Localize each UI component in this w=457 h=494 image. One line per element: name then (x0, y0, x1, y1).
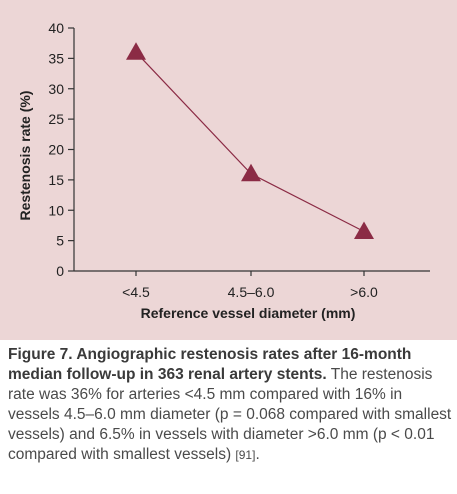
y-tick-label: 0 (56, 263, 64, 279)
y-tick-label: 20 (48, 142, 64, 158)
y-tick-labels: 0 5 10 15 20 25 30 35 40 (48, 20, 64, 279)
x-axis-label: Reference vessel diameter (mm) (141, 305, 356, 321)
caption-end: . (255, 446, 260, 463)
caption-label: Figure 7. Angiographic restenosis rates … (8, 346, 412, 383)
data-series (126, 42, 374, 240)
chart-panel (0, 0, 457, 340)
y-tick-label: 15 (48, 172, 64, 188)
x-tick-labels: <4.5 4.5–6.0 >6.0 (122, 284, 378, 300)
y-tick-label: 5 (56, 233, 64, 249)
chart-axes (68, 27, 430, 276)
caption-reference: [91] (235, 448, 256, 462)
caption-text: The restenosis rate was 36% for arteries… (8, 366, 452, 463)
data-point-triangle (354, 221, 374, 240)
x-tick-label: <4.5 (122, 284, 150, 300)
y-tick-label: 40 (48, 20, 64, 36)
data-point-triangle (241, 163, 261, 182)
x-tick-label: >6.0 (350, 284, 378, 300)
y-tick-label: 35 (48, 50, 64, 66)
y-axis-label: Restenosis rate (%) (17, 91, 33, 221)
y-tick-label: 30 (48, 81, 64, 97)
y-tick-label: 10 (48, 202, 64, 218)
y-tick-label: 25 (48, 111, 64, 127)
series-line (135, 51, 365, 233)
line-chart: 0 5 10 15 20 25 30 35 40 <4.5 4.5–6.0 >6.0 Resteno… (17, 20, 430, 321)
data-point-triangle (126, 42, 146, 60)
x-tick-label: 4.5–6.0 (228, 284, 275, 300)
figure-caption: Figure 7. Angiographic restenosis rates … (8, 345, 453, 465)
